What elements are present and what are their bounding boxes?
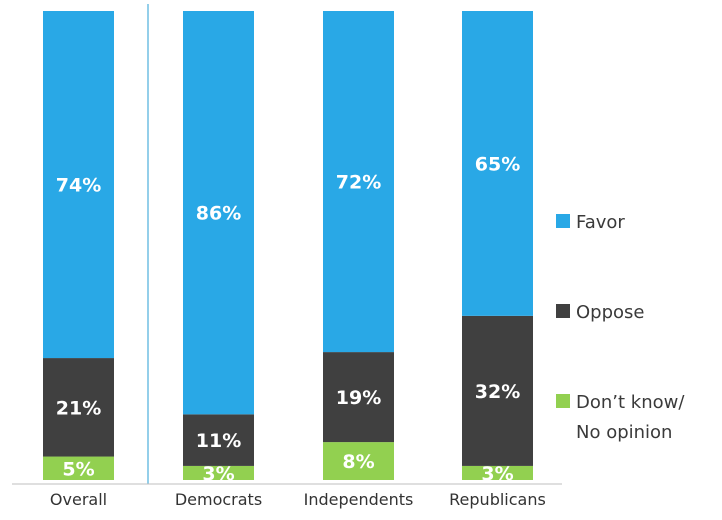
bar-democrats-oppose <box>183 414 254 466</box>
bar-overall-dont-know <box>43 456 114 480</box>
bar-independents-favor <box>323 11 394 353</box>
legend-swatch-favor <box>556 214 570 228</box>
legend-label-dont-know-line-1: Don’t know/ <box>576 392 685 413</box>
data-label-republicans-oppose: 32% <box>475 381 520 403</box>
legend-label-oppose: Oppose <box>576 302 644 323</box>
legend-label-favor: Favor <box>576 212 625 233</box>
data-label-republicans-dont-know: 3% <box>481 463 513 485</box>
category-label-overall: Overall <box>50 490 107 509</box>
bar-democrats-favor <box>183 11 254 415</box>
bar-democrats-dont-know <box>183 465 254 480</box>
bar-independents-oppose <box>323 352 394 443</box>
data-label-independents-oppose: 19% <box>336 387 381 409</box>
category-label-republicans: Republicans <box>449 490 546 509</box>
data-label-democrats-dont-know: 3% <box>202 463 234 485</box>
data-label-independents-dont-know: 8% <box>342 451 374 473</box>
data-label-democrats-favor: 86% <box>196 203 241 225</box>
bar-republicans-oppose <box>462 315 533 466</box>
category-label-democrats: Democrats <box>175 490 262 509</box>
data-label-overall-oppose: 21% <box>56 397 101 419</box>
category-label-independents: Independents <box>304 490 414 509</box>
data-label-democrats-oppose: 11% <box>196 430 241 452</box>
data-label-independents-favor: 72% <box>336 172 381 194</box>
legend-swatch-dont-know <box>556 394 570 408</box>
bar-republicans-dont-know <box>462 465 533 480</box>
plot-area: 5% 21% 74% Overall 3% 11% 86% Democrats 8% 19% 72%… <box>12 4 562 509</box>
data-label-overall-favor: 74% <box>56 175 101 197</box>
legend: Favor Oppose Don’t know/No opinion <box>556 212 685 443</box>
legend-label-dont-know-line-2: No opinion <box>576 422 672 443</box>
bar-independents-dont-know <box>323 442 394 480</box>
data-label-republicans-favor: 65% <box>475 153 520 175</box>
data-label-overall-dont-know: 5% <box>62 458 94 480</box>
bar-overall-oppose <box>43 358 114 457</box>
legend-swatch-oppose <box>556 304 570 318</box>
bar-republicans-favor <box>462 11 533 316</box>
bar-overall-favor <box>43 11 114 359</box>
